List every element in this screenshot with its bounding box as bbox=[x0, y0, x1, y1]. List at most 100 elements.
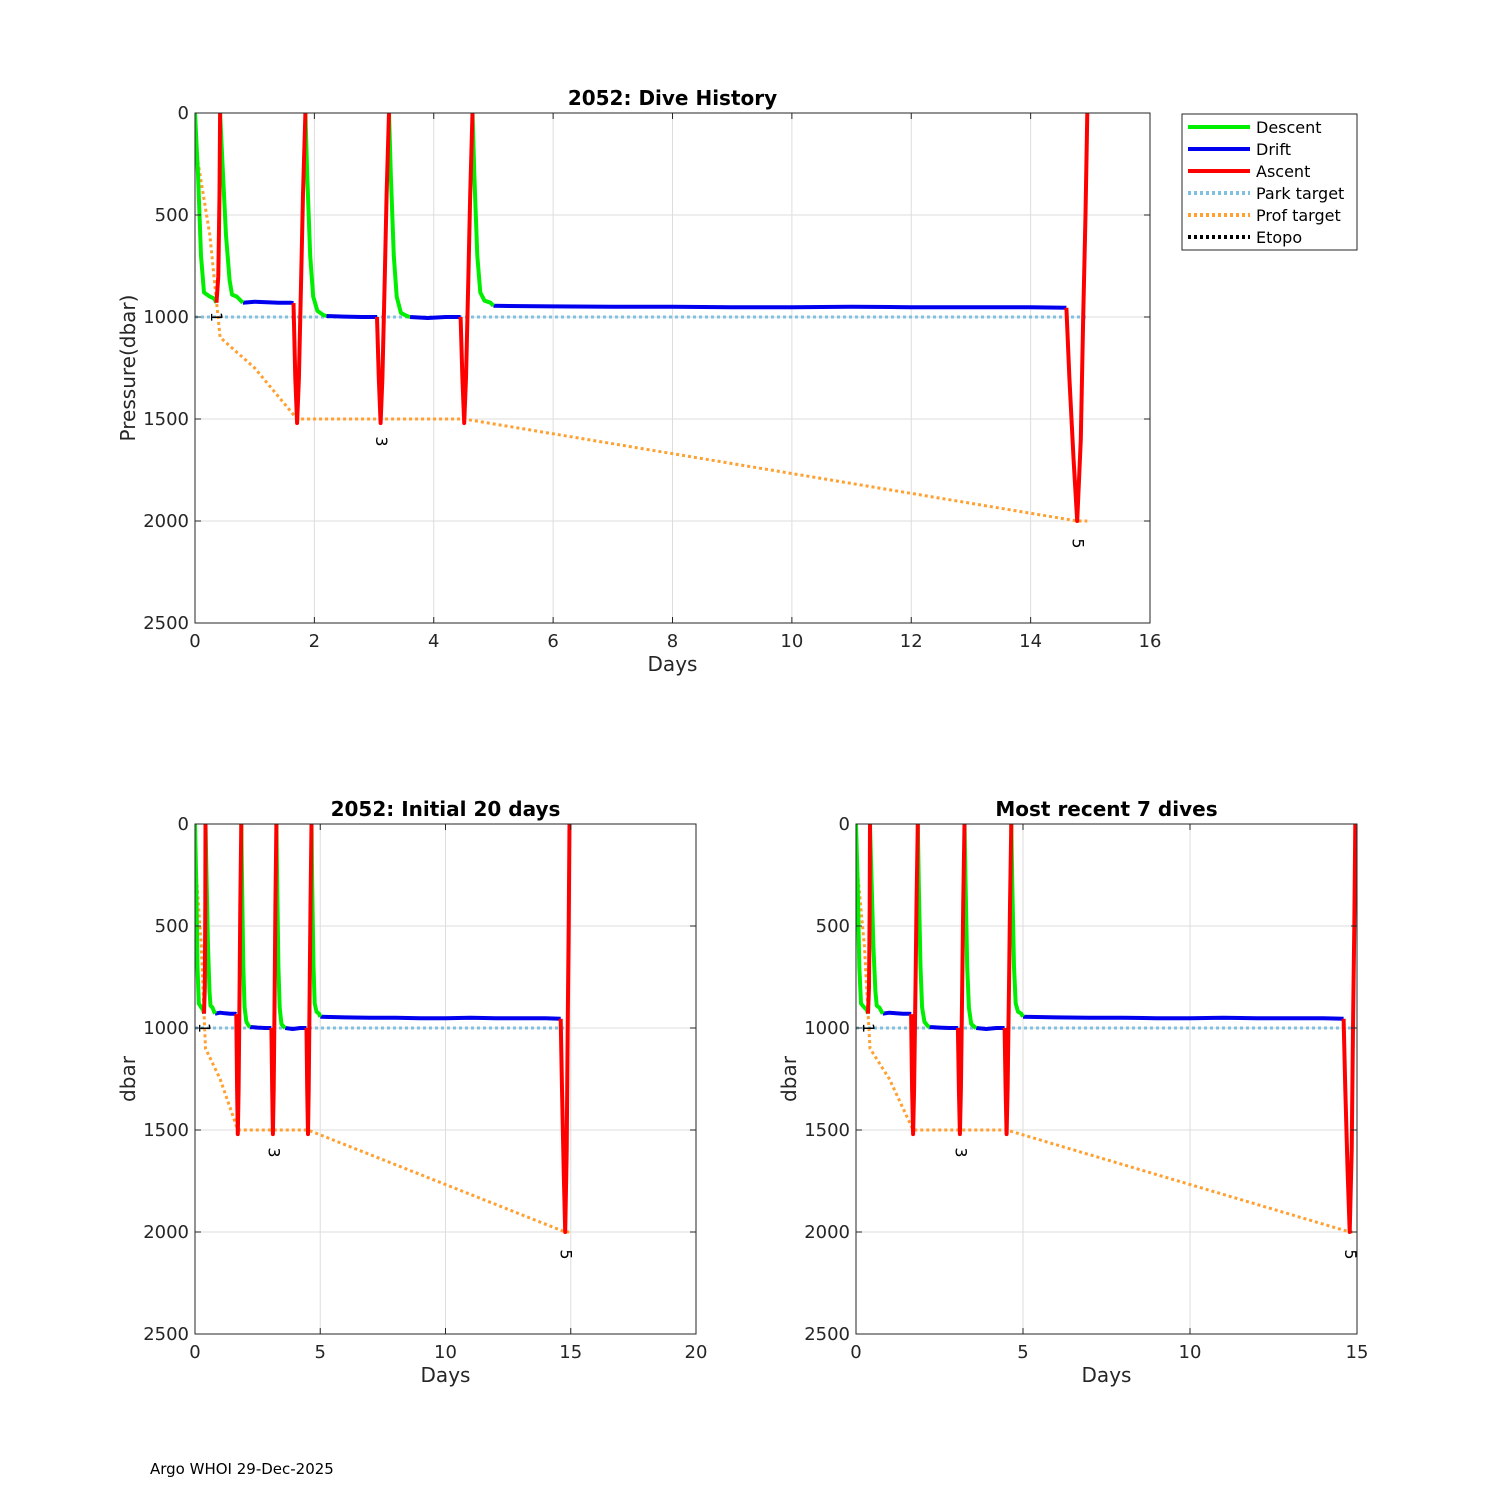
y-tick-label: 0 bbox=[178, 814, 189, 835]
y-tick-label: 2500 bbox=[143, 1324, 189, 1345]
ascent-line bbox=[1064, 113, 1090, 523]
descent-line bbox=[962, 824, 978, 1030]
data-layer bbox=[195, 824, 572, 1234]
drift-line bbox=[409, 315, 461, 320]
y-tick-label: 1500 bbox=[804, 1120, 850, 1141]
x-axis-label: Days bbox=[648, 652, 698, 676]
plot-area bbox=[856, 824, 1357, 1334]
legend-label-drift: Drift bbox=[1256, 140, 1291, 159]
x-tick-label: 15 bbox=[559, 1342, 582, 1363]
profile-label: 1 bbox=[195, 1023, 214, 1033]
data-layer bbox=[856, 824, 1357, 1234]
descent-line bbox=[195, 113, 219, 304]
y-tick-label: 1500 bbox=[143, 1120, 189, 1141]
y-tick-label: 2500 bbox=[143, 613, 189, 634]
y-tick-label: 1000 bbox=[804, 1018, 850, 1039]
legend: Descent Drift Ascent Park target Prof target… bbox=[1181, 113, 1358, 251]
data-layer bbox=[195, 113, 1090, 523]
legend-label-ascent: Ascent bbox=[1256, 162, 1310, 181]
prof-target-line bbox=[856, 854, 1356, 1234]
descent-line bbox=[387, 113, 411, 319]
chart-title: Most recent 7 dives bbox=[995, 797, 1217, 821]
drift-line bbox=[284, 1026, 307, 1031]
legend-label-prof-target: Prof target bbox=[1256, 206, 1341, 225]
x-tick-label: 0 bbox=[850, 1342, 861, 1363]
drift-line bbox=[326, 314, 377, 319]
drift-line bbox=[242, 299, 294, 306]
drift-line bbox=[976, 1026, 1005, 1031]
ascent-line bbox=[1002, 824, 1014, 1137]
drift-line bbox=[882, 1010, 912, 1017]
ascent-line bbox=[955, 824, 967, 1137]
descent-line bbox=[303, 113, 327, 318]
panel-main: 1 3 5 0 2 4 6 8 10 12 14 16 0 500 1000 1500 2000 2500 2052… bbox=[116, 86, 1161, 676]
x-tick-label: 20 bbox=[685, 1342, 708, 1363]
x-tick-label: 2 bbox=[309, 631, 320, 652]
profile-label: 5 bbox=[1341, 1249, 1360, 1259]
y-tick-label: 500 bbox=[155, 205, 189, 226]
y-axis-label: dbar bbox=[116, 1055, 140, 1102]
x-tick-label: 8 bbox=[667, 631, 678, 652]
x-tick-label: 10 bbox=[1179, 1342, 1202, 1363]
profile-label: 5 bbox=[557, 1249, 576, 1259]
y-tick-label: 2000 bbox=[143, 511, 189, 532]
ascent-line bbox=[234, 824, 244, 1137]
y-tick-label: 1000 bbox=[143, 1018, 189, 1039]
y-tick-label: 2000 bbox=[143, 1222, 189, 1243]
x-axis-label: Days bbox=[421, 1363, 471, 1387]
y-tick-label: 2000 bbox=[804, 1222, 850, 1243]
x-tick-label: 10 bbox=[434, 1342, 457, 1363]
x-tick-label: 10 bbox=[780, 631, 803, 652]
profile-label: 1 bbox=[207, 312, 226, 322]
x-tick-label: 0 bbox=[189, 1342, 200, 1363]
descent-line bbox=[218, 113, 245, 305]
profile-label: 3 bbox=[372, 436, 391, 446]
drift-line bbox=[214, 1010, 238, 1016]
y-axis-label: Pressure(dbar) bbox=[116, 295, 140, 442]
footer-credit: Argo WHOI 29-Dec-2025 bbox=[150, 1460, 334, 1478]
legend-label-etopo: Etopo bbox=[1256, 228, 1302, 247]
profile-label: 5 bbox=[1069, 538, 1088, 548]
panel-initial: 1 3 5 0 5 10 15 20 0 500 1000 1500 2000 2500 2052: Ini… bbox=[116, 797, 707, 1387]
drift-line bbox=[320, 1014, 561, 1021]
y-axis-label: dbar bbox=[777, 1055, 801, 1102]
descent-line bbox=[470, 113, 495, 308]
y-tick-label: 1500 bbox=[143, 409, 189, 430]
chart-title: 2052: Dive History bbox=[568, 86, 777, 110]
x-tick-label: 15 bbox=[1346, 1342, 1369, 1363]
chart-title: 2052: Initial 20 days bbox=[331, 797, 561, 821]
drift-line bbox=[249, 1025, 272, 1030]
ascent-line bbox=[1341, 824, 1357, 1234]
y-tick-label: 500 bbox=[155, 916, 189, 937]
x-tick-label: 5 bbox=[1017, 1342, 1028, 1363]
prof-target-line bbox=[195, 854, 570, 1234]
x-tick-label: 5 bbox=[315, 1342, 326, 1363]
ascent-line bbox=[202, 824, 208, 1014]
ascent-line bbox=[214, 113, 223, 303]
ascent-line bbox=[458, 113, 475, 426]
ascent-line bbox=[375, 113, 391, 426]
ascent-line bbox=[909, 824, 920, 1137]
drift-line bbox=[929, 1025, 958, 1030]
profile-label: 3 bbox=[951, 1147, 970, 1157]
legend-label-park-target: Park target bbox=[1256, 184, 1344, 203]
y-tick-label: 0 bbox=[839, 814, 850, 835]
legend-label-descent: Descent bbox=[1256, 118, 1322, 137]
y-tick-label: 1000 bbox=[143, 307, 189, 328]
x-tick-label: 14 bbox=[1019, 631, 1042, 652]
legend-box bbox=[1181, 113, 1358, 251]
ascent-line bbox=[291, 113, 308, 426]
y-tick-label: 0 bbox=[178, 103, 189, 124]
ascent-line bbox=[866, 824, 872, 1014]
y-tick-label: 2500 bbox=[804, 1324, 850, 1345]
drift-line bbox=[493, 303, 1067, 310]
profile-label: 1 bbox=[859, 1023, 878, 1033]
ascent-line bbox=[269, 824, 279, 1137]
panel-recent: 1 3 5 0 5 10 15 0 500 1000 1500 2000 2500 Most recent… bbox=[777, 797, 1368, 1387]
x-tick-label: 16 bbox=[1139, 631, 1162, 652]
x-tick-label: 0 bbox=[189, 631, 200, 652]
y-tick-label: 500 bbox=[816, 916, 850, 937]
x-axis-label: Days bbox=[1082, 1363, 1132, 1387]
axes-frame bbox=[855, 823, 1358, 1335]
